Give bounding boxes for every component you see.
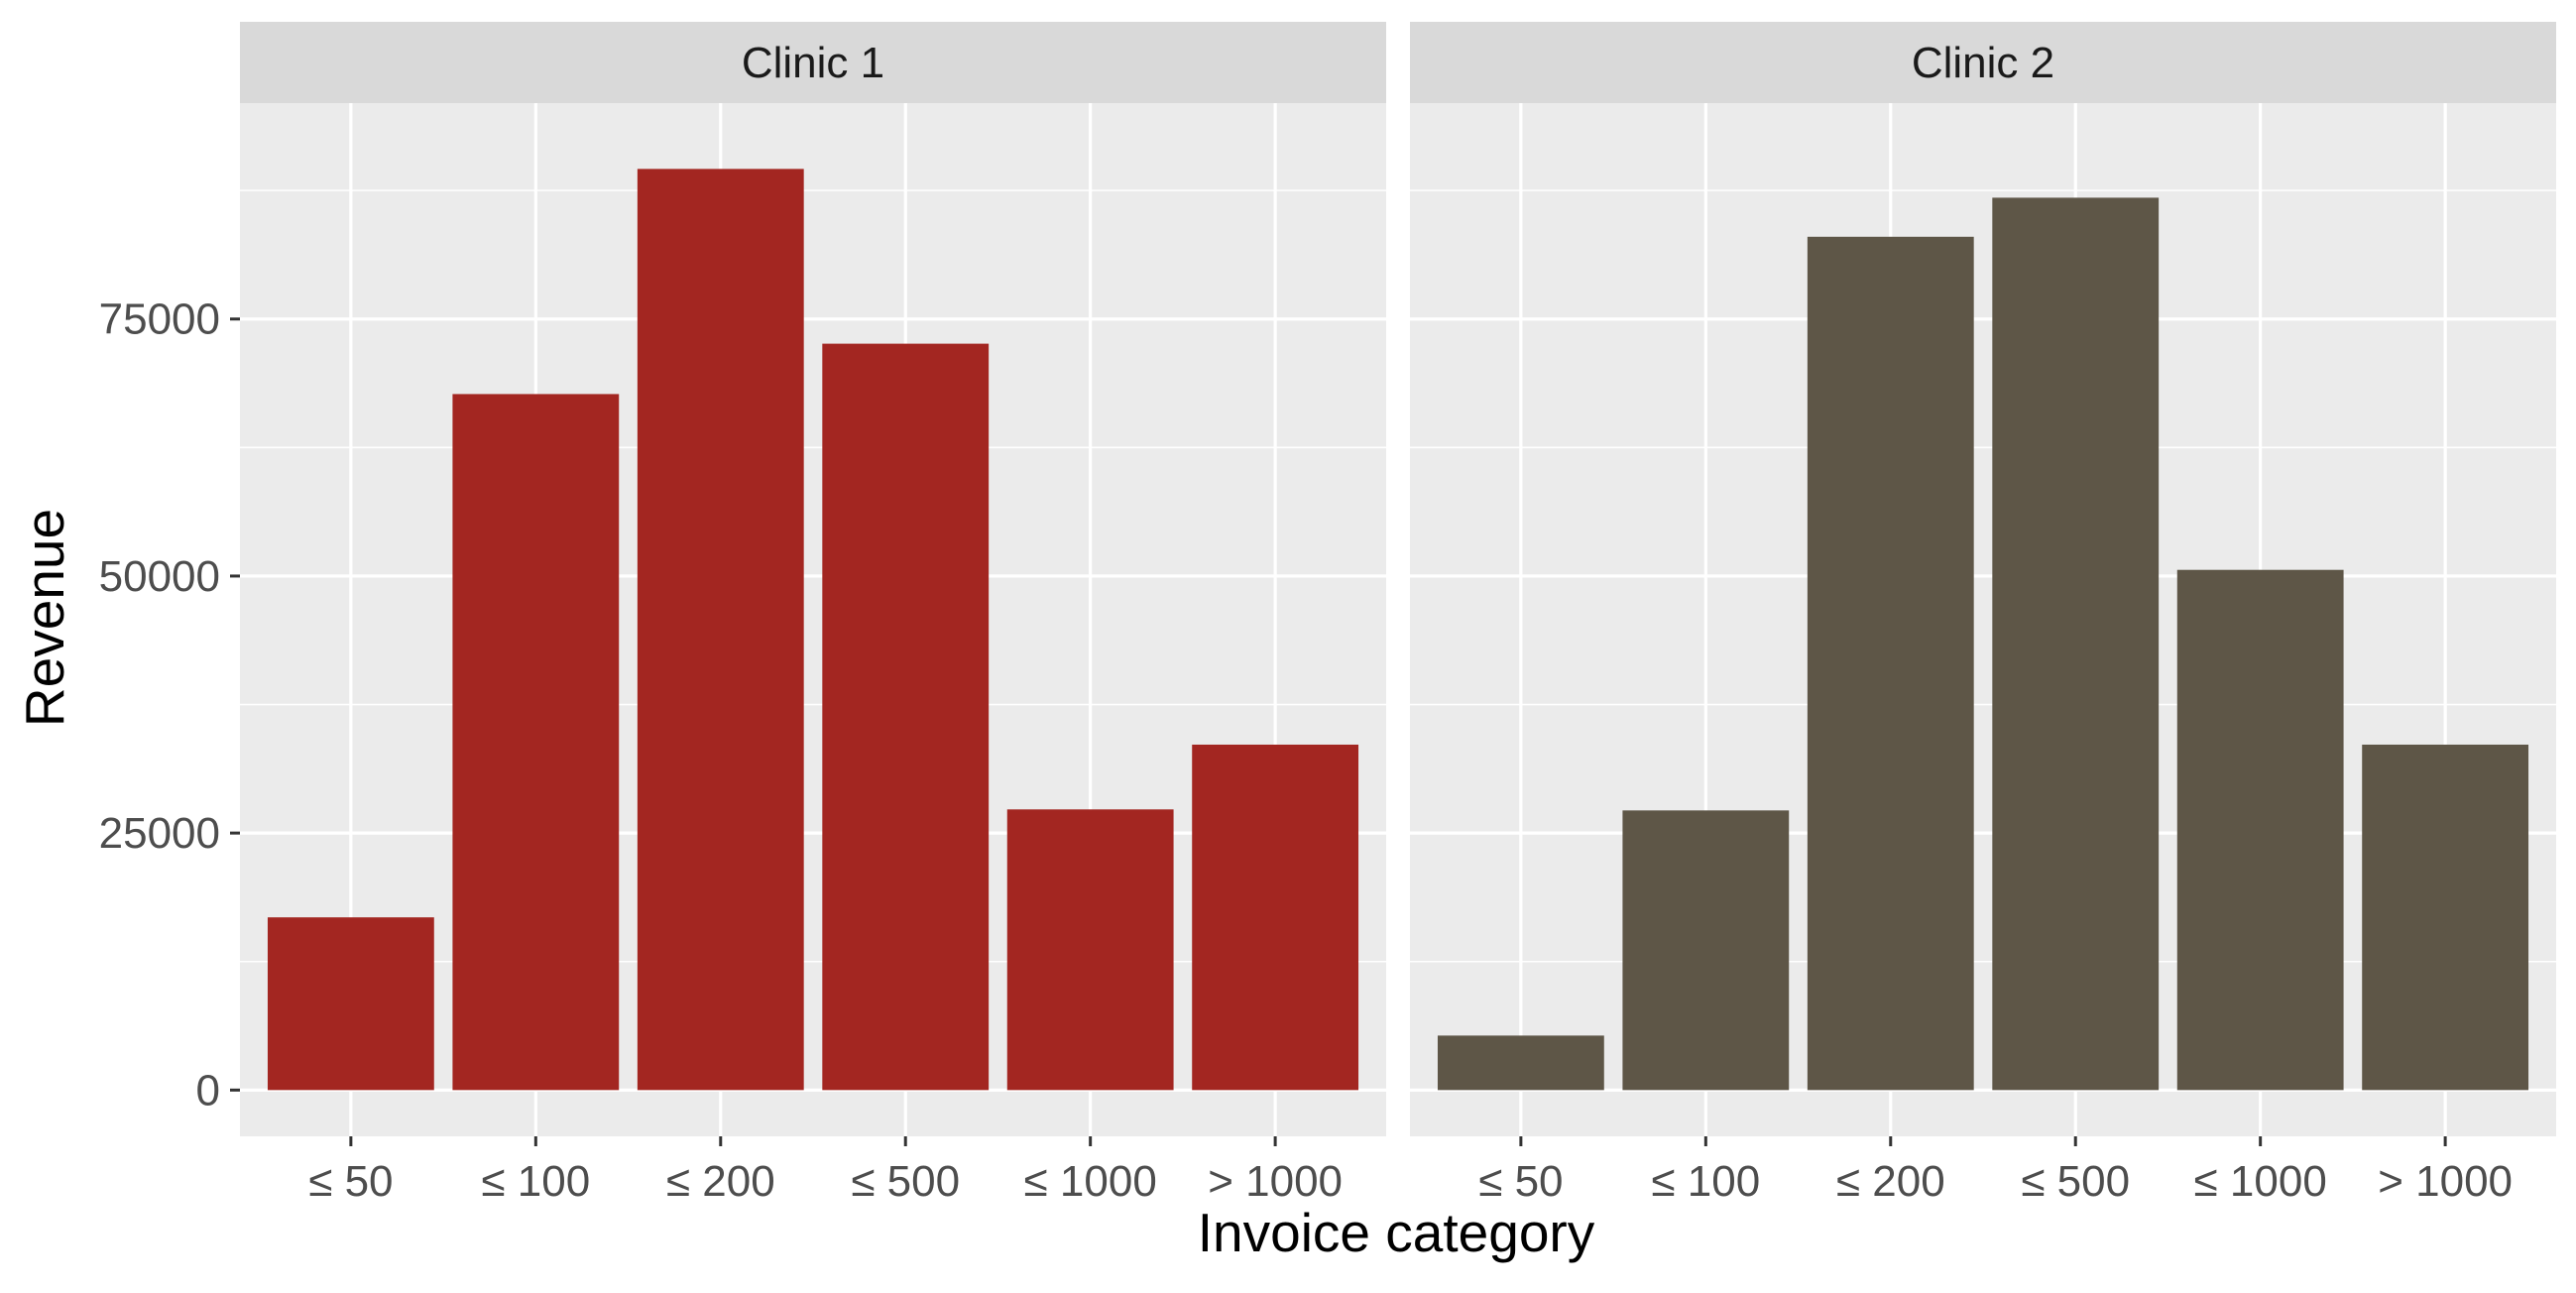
y-tick-label: 25000 (99, 809, 220, 858)
x-tick-label: ≤ 50 (308, 1157, 393, 1206)
facet-strip-label: Clinic 1 (742, 39, 884, 87)
x-tick-label: ≤ 100 (1651, 1157, 1760, 1206)
facet-strip (1410, 22, 2556, 103)
panel-2: Clinic 2 ≤ 50 ≤ 100 ≤ 200 ≤ 500 ≤ 1000 > 1000 (1410, 22, 2556, 1206)
y-tick-label: 75000 (99, 295, 220, 344)
x-tick-label: ≤ 100 (481, 1157, 590, 1206)
bar-1-1 (267, 917, 434, 1091)
bar-1-6 (1192, 744, 1359, 1091)
y-tick-label: 50000 (99, 552, 220, 601)
y-axis: 0 25000 50000 75000 (99, 295, 240, 1115)
bar-1-2 (452, 394, 620, 1091)
bar-2-2 (1622, 810, 1790, 1091)
bar-2-4 (1992, 197, 2160, 1091)
y-tick-label: 0 (196, 1066, 220, 1115)
x-tick-label: ≤ 200 (666, 1157, 775, 1206)
bar-1-3 (637, 169, 804, 1091)
bar-1-4 (822, 343, 990, 1091)
x-axis-title: Invoice category (1198, 1202, 1595, 1263)
x-tick-label: ≤ 500 (2021, 1157, 2130, 1206)
x-tick-label: ≤ 200 (1836, 1157, 1945, 1206)
facet-strip (240, 22, 1386, 103)
x-tick-label: ≤ 500 (851, 1157, 960, 1206)
facet-strip-label: Clinic 2 (1912, 39, 2054, 87)
bar-2-3 (1807, 236, 1974, 1091)
x-tick-label: > 1000 (2378, 1157, 2513, 1206)
x-tick-label: ≤ 1000 (2194, 1157, 2327, 1206)
panel-1: Clinic 1 ≤ 50 ≤ 100 ≤ 200 ≤ 500 ≤ 1000 > 1000 (240, 22, 1386, 1206)
panels-layer: Clinic 1≤ 50 ≤ 100 ≤ 200 ≤ 500 ≤ 1000 > 1000C… (240, 22, 2556, 1206)
bar-2-6 (2362, 744, 2529, 1091)
x-tick-label: ≤ 1000 (1024, 1157, 1157, 1206)
x-tick-label: ≤ 50 (1478, 1157, 1563, 1206)
bar-2-5 (2176, 569, 2344, 1091)
bar-2-1 (1437, 1035, 1604, 1091)
bar-1-5 (1006, 809, 1174, 1091)
y-axis-title: Revenue (14, 509, 75, 727)
x-tick-label: > 1000 (1208, 1157, 1343, 1206)
